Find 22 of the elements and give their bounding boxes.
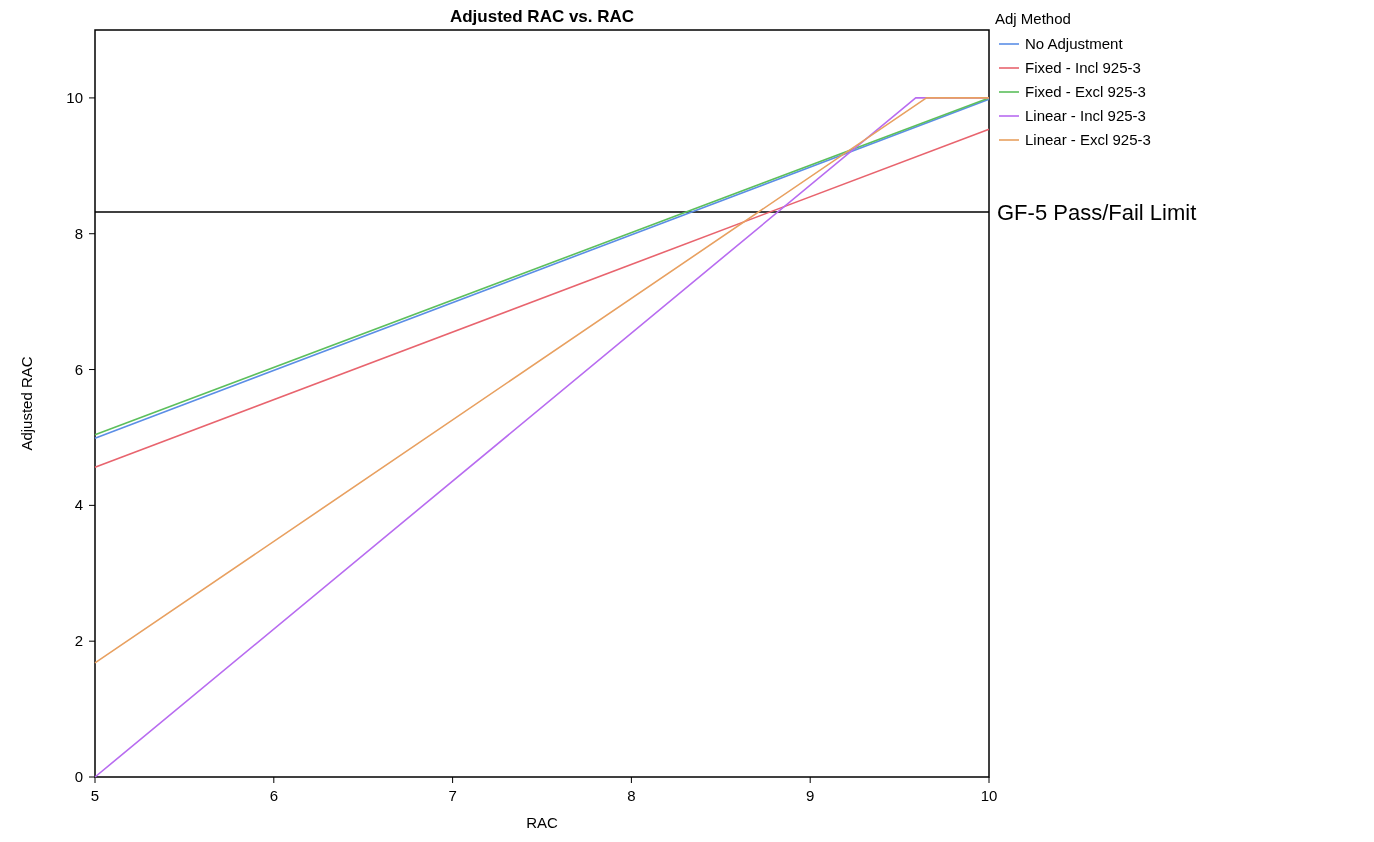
legend-title: Adj Method bbox=[995, 10, 1071, 27]
y-tick-label: 2 bbox=[74, 632, 83, 650]
y-tick-label: 0 bbox=[74, 768, 83, 785]
y-axis-title: Adjusted RAC bbox=[18, 356, 35, 451]
chart-title: Adjusted RAC vs. RAC bbox=[449, 7, 635, 26]
x-tick-label: 7 bbox=[448, 787, 457, 804]
y-tick-label: 6 bbox=[74, 360, 83, 378]
legend-label: Linear - Incl 925-3 bbox=[1025, 107, 1146, 124]
legend-label: Fixed - Excl 925-3 bbox=[1025, 83, 1146, 100]
y-tick-label: 8 bbox=[74, 224, 83, 242]
x-tick-label: 10 bbox=[980, 787, 998, 804]
x-tick-label: 9 bbox=[806, 787, 815, 804]
y-tick-label: 10 bbox=[66, 88, 83, 106]
x-tick-label: 5 bbox=[90, 787, 100, 804]
legend-label: No Adjustment bbox=[1025, 35, 1124, 52]
x-tick-label: 6 bbox=[269, 787, 278, 804]
legend-label: Fixed - Incl 925-3 bbox=[1025, 59, 1141, 76]
y-tick-label: 4 bbox=[74, 496, 83, 514]
x-axis-title: RAC bbox=[526, 814, 558, 831]
legend-label: Linear - Excl 925-3 bbox=[1025, 131, 1151, 148]
x-tick-label: 8 bbox=[627, 787, 636, 804]
ref-line-label: GF-5 Pass/Fail Limit bbox=[997, 200, 1197, 225]
